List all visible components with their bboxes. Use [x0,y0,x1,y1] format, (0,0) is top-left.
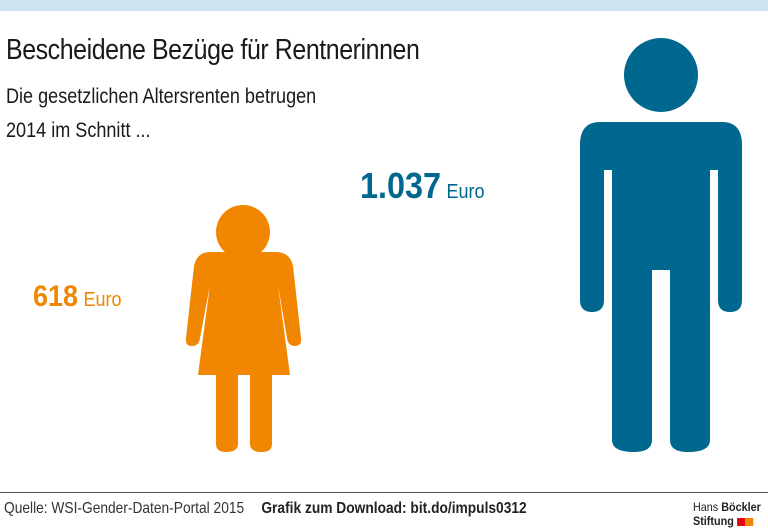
man-body [580,122,742,452]
logo-text-boeckler: Böckler [721,500,761,514]
men-value: 1.037 [360,165,442,206]
logo-orange-square [744,517,754,526]
woman-figure-icon [185,205,302,452]
subtitle-line-2: 2014 im Schnitt ... [6,119,151,142]
download-link[interactable]: Grafik zum Download: bit.do/impuls0312 [261,500,527,517]
footer-divider [0,492,768,493]
hans-boeckler-logo: Hans Böckler Stiftung [693,500,761,528]
top-bar [0,0,768,11]
logo-text-stiftung: Stiftung [693,514,734,528]
men-value-label: 1.037 Euro [360,165,485,207]
logo-text-hans: Hans [693,500,719,514]
man-figure-icon [580,38,742,452]
woman-body [185,252,302,452]
subtitle-line-1: Die gesetzlichen Altersrenten betrugen [6,85,317,108]
woman-head [216,205,270,259]
page-title: Bescheidene Bezüge für Rentnerinnen [6,34,420,66]
man-head [624,38,698,112]
logo-red-square [736,517,745,526]
footer: Quelle: WSI-Gender-Daten-Portal 2015 Graf… [4,500,527,518]
women-value-label: 618 Euro [33,280,121,314]
subtitle: Die gesetzlichen Altersrenten betrugen 2… [6,80,316,148]
men-unit: Euro [446,181,485,203]
source-text: Quelle: WSI-Gender-Daten-Portal 2015 [4,500,245,517]
women-unit: Euro [83,289,122,311]
women-value: 618 [33,280,79,313]
